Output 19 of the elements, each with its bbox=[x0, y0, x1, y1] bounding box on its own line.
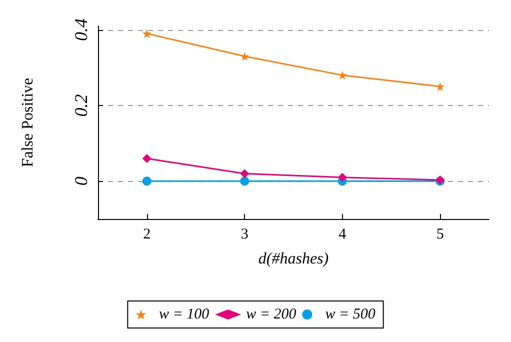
point bbox=[142, 29, 152, 38]
point bbox=[240, 176, 250, 186]
point bbox=[240, 52, 250, 61]
point bbox=[240, 169, 250, 178]
y-tick-label: 0.2 bbox=[71, 94, 91, 117]
x-tick-label: 2 bbox=[143, 226, 151, 242]
point bbox=[338, 172, 347, 182]
x-tick-label: 5 bbox=[436, 226, 444, 242]
point bbox=[142, 154, 152, 163]
x-axis-title: d(#hashes) bbox=[258, 250, 329, 268]
x-tick-label: 4 bbox=[338, 226, 347, 242]
y-tick-label: 0.4 bbox=[71, 18, 91, 42]
x-tick-label: 3 bbox=[240, 226, 248, 242]
point bbox=[142, 176, 152, 186]
legend-label: w = 500 bbox=[325, 306, 376, 322]
legend-label: w = 100 bbox=[158, 306, 210, 322]
y-tick-label: 0 bbox=[71, 176, 91, 186]
legend-label: w = 200 bbox=[246, 306, 297, 322]
y-axis-title: False Positive bbox=[20, 78, 36, 168]
